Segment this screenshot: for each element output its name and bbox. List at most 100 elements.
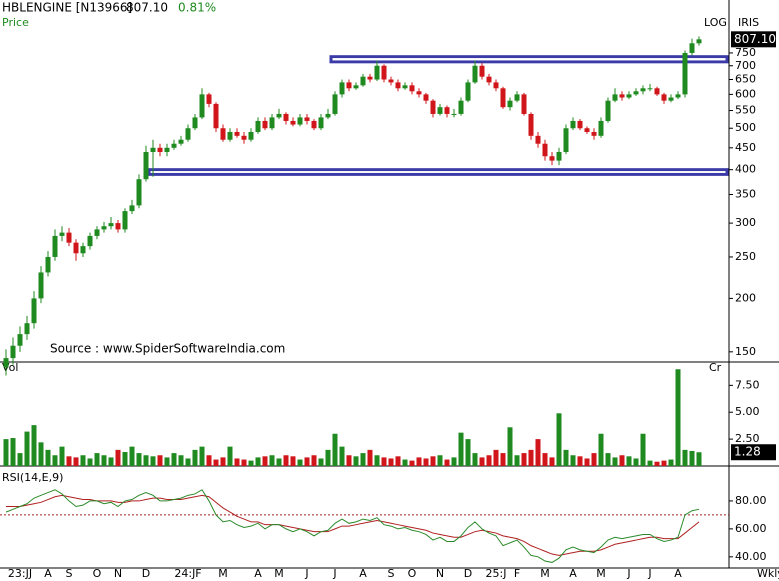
- x-tick-label: M: [218, 567, 228, 580]
- candle-body: [31, 298, 37, 324]
- volume-bar: [696, 452, 702, 466]
- volume-bar: [465, 439, 471, 466]
- y-tick-label: 750: [735, 46, 756, 59]
- volume-bar: [325, 449, 331, 466]
- candle-body: [528, 113, 534, 136]
- volume-bar: [3, 439, 9, 466]
- volume-bar: [591, 453, 597, 466]
- candle-body: [549, 156, 555, 161]
- y-tick-label: 550: [735, 104, 756, 117]
- volume-bar: [255, 457, 261, 466]
- volume-bar: [675, 369, 681, 466]
- volume-bar: [598, 433, 604, 466]
- volume-bar: [171, 453, 177, 466]
- chart-title: HBLENGINE [N13966]: [2, 1, 132, 15]
- volume-bar: [682, 449, 688, 466]
- candle-body: [3, 358, 9, 368]
- last-price-box: [731, 31, 776, 48]
- volume-bar: [402, 459, 408, 466]
- x-tick-label: 23:JJ: [8, 567, 32, 580]
- candle-body: [339, 82, 345, 95]
- candle-body: [87, 235, 93, 247]
- y-tick-label: 40.00: [735, 550, 767, 563]
- volume-bar: [108, 457, 114, 466]
- volume-unit: Cr: [709, 361, 722, 374]
- volume-bar: [437, 455, 443, 466]
- candle-body: [605, 100, 611, 121]
- candle-body: [346, 82, 352, 89]
- candle-body: [689, 43, 695, 53]
- candle-body: [563, 128, 569, 152]
- candle-body: [416, 91, 422, 95]
- volume-bar: [423, 458, 429, 466]
- volume-bar: [493, 449, 499, 466]
- candle-body: [150, 147, 156, 152]
- candle-body: [262, 120, 268, 129]
- volume-bar: [346, 455, 352, 466]
- y-tick-label: 150: [735, 345, 756, 358]
- volume-bar: [241, 459, 247, 466]
- candle-body: [633, 91, 639, 95]
- volume-bar: [353, 456, 359, 466]
- volume-bar: [528, 449, 534, 466]
- brand: IRIS: [738, 16, 759, 29]
- volume-bar: [430, 456, 436, 466]
- candle-body: [17, 334, 23, 346]
- candle-body: [661, 94, 667, 101]
- candle-body: [101, 226, 107, 230]
- last-volume-box: [731, 444, 776, 461]
- y-tick-label: 500: [735, 121, 756, 134]
- volume-bar: [500, 453, 506, 466]
- candle-body: [220, 128, 226, 140]
- volume-bar: [542, 453, 548, 466]
- volume-bar: [521, 453, 527, 466]
- volume-bar: [472, 453, 478, 466]
- candle-body: [402, 85, 408, 89]
- volume-bar: [668, 459, 674, 466]
- volume-bar: [458, 432, 464, 466]
- volume-bar: [507, 427, 513, 466]
- volume-bar: [24, 431, 30, 466]
- x-tick-label: 25:J: [486, 567, 507, 580]
- candle-body: [304, 117, 310, 121]
- volume-bar: [45, 449, 51, 466]
- y-tick-label: 60.00: [735, 522, 767, 535]
- volume-bar: [647, 460, 653, 466]
- y-tick-label: 80.00: [735, 494, 767, 507]
- candle-body: [129, 205, 135, 212]
- volume-bar: [143, 455, 149, 466]
- candle-body: [381, 65, 387, 80]
- volume-bar: [633, 458, 639, 466]
- x-tick-label: A: [254, 567, 262, 580]
- source: Source : www.SpiderSoftwareIndia.com: [50, 342, 285, 356]
- candle-body: [206, 94, 212, 104]
- candle-body: [164, 147, 170, 152]
- volume-bar: [416, 457, 422, 466]
- x-tick-label: N: [114, 567, 122, 580]
- candle-body: [458, 100, 464, 114]
- volume-bar: [367, 449, 373, 466]
- candle-body: [507, 100, 513, 108]
- candle-body: [353, 85, 359, 89]
- scale-label: LOG: [704, 16, 727, 29]
- candle-body: [486, 76, 492, 83]
- rsi-label: RSI(14,E,9): [2, 471, 63, 484]
- candle-body: [444, 107, 450, 114]
- candle-body: [437, 107, 443, 114]
- volume-bar: [339, 446, 345, 466]
- candle-body: [640, 88, 646, 92]
- volume-bar: [318, 458, 324, 466]
- candle-body: [591, 131, 597, 136]
- candle-body: [668, 97, 674, 101]
- volume-bar: [136, 453, 142, 466]
- candle-body: [178, 139, 184, 144]
- volume-bar: [73, 457, 79, 466]
- candle-body: [73, 242, 79, 254]
- volume-bar: [479, 457, 485, 466]
- volume-bar: [549, 457, 555, 466]
- candle-body: [311, 120, 317, 129]
- volume-bar: [283, 455, 289, 466]
- x-tick-label: J: [647, 567, 651, 580]
- x-tick-label: A: [44, 567, 52, 580]
